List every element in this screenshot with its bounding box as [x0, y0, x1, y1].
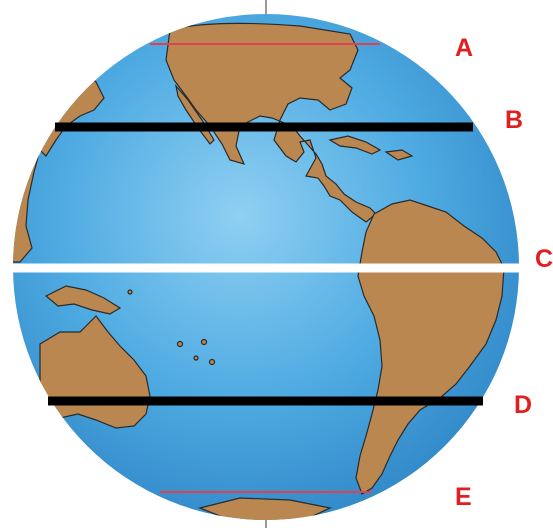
- pacific-island: [208, 358, 216, 366]
- label-a: A: [455, 34, 473, 62]
- north-america-landmass: [165, 22, 377, 223]
- pacific-island: [176, 340, 184, 348]
- antarctica-edge: [198, 497, 332, 520]
- label-b: B: [505, 106, 523, 134]
- caribbean-islands: [328, 135, 382, 155]
- pacific-island: [193, 355, 199, 361]
- hispaniola: [384, 149, 414, 161]
- new-guinea: [44, 285, 122, 315]
- label-d: D: [514, 391, 532, 419]
- label-e: E: [455, 483, 472, 511]
- pacific-island: [200, 338, 208, 346]
- pacific-island: [127, 289, 133, 295]
- label-c: C: [535, 245, 553, 273]
- south-america-landmass: [355, 199, 505, 495]
